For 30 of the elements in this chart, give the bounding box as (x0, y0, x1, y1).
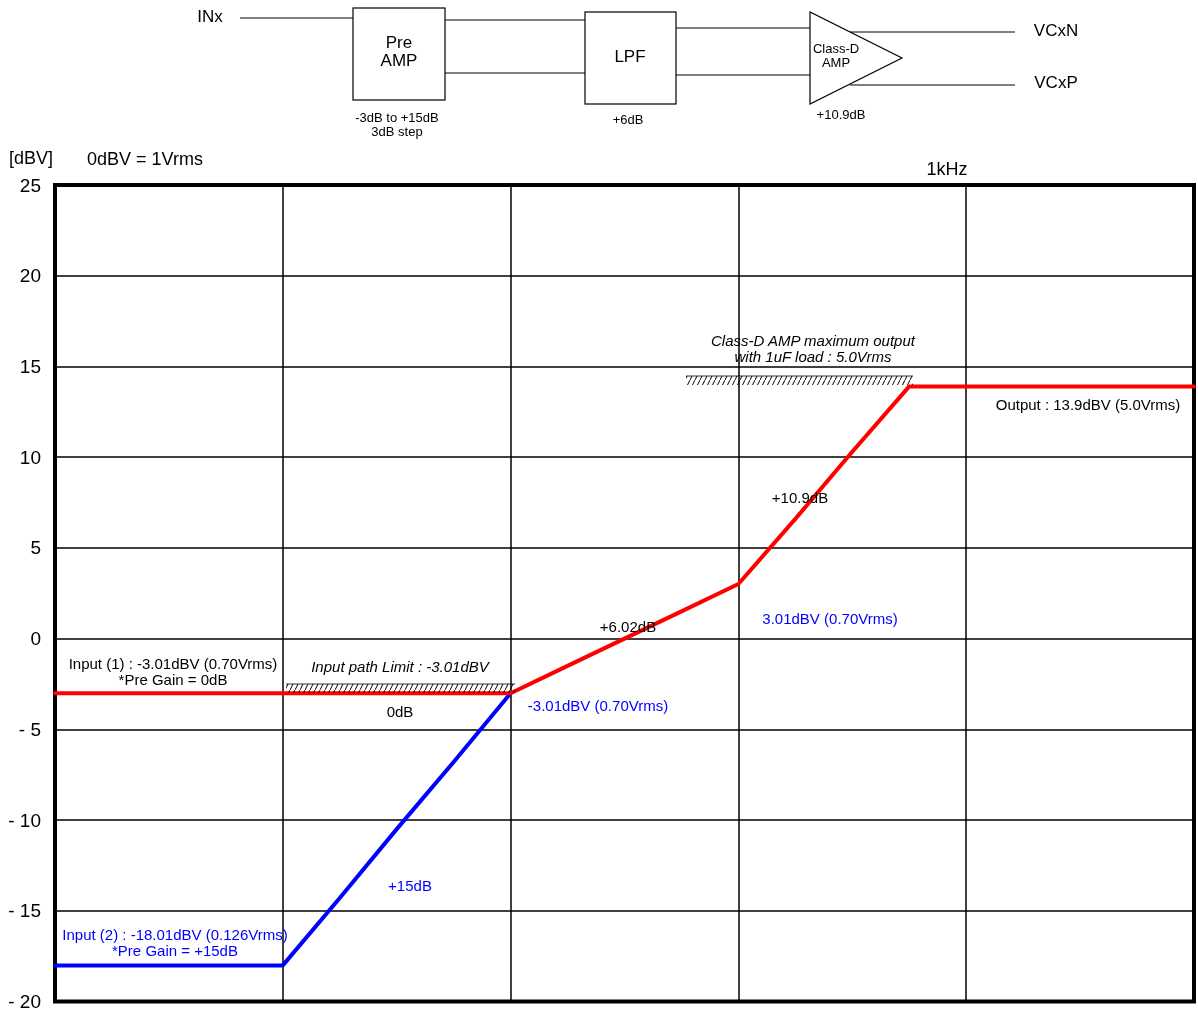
text: +10.9dB (816, 107, 866, 123)
annotation: Input (1) : -3.01dBV (0.70Vrms) *Pre Gain = 0dB (68, 654, 278, 689)
text: LPF (614, 47, 646, 67)
annotation: -3.01dBV (0.70Vrms) (527, 696, 669, 714)
y-tick-label: 15 (19, 355, 41, 377)
annotation: 3.01dBV (0.70Vrms) (762, 609, 898, 627)
annotation: Output : 13.9dBV (5.0Vrms) (995, 395, 1181, 413)
annotation: +15dB (388, 876, 432, 894)
text: INx (197, 7, 224, 27)
y-tick-label: - 20 (8, 991, 41, 1011)
y-tick-label: - 5 (18, 718, 41, 740)
y-tick-label: 10 (19, 446, 41, 468)
y-tick-label: 25 (19, 174, 41, 196)
y-tick-label: - 10 (8, 809, 41, 831)
text: VCxN (1033, 21, 1079, 41)
text: VCxP (1034, 73, 1078, 93)
y-tick-label: 0 (30, 628, 41, 650)
annotation: Input path Limit : -3.01dBV (311, 657, 491, 675)
text: Pre AMP (380, 33, 418, 71)
text: +6dB (612, 112, 644, 128)
text: 1kHz (926, 158, 968, 179)
y-tick-label: 5 (30, 537, 41, 559)
text: 0dBV = 1Vrms (87, 148, 203, 169)
text: -3dB to +15dB 3dB step (355, 110, 439, 140)
annotation: 0dB (386, 702, 414, 720)
line-series (53, 384, 1196, 696)
text: Class-D AMP (812, 41, 860, 71)
y-tick-label: - 15 (8, 900, 41, 922)
y-tick-label: 20 (19, 265, 41, 287)
y-axis-title: [dBV] (8, 148, 54, 168)
